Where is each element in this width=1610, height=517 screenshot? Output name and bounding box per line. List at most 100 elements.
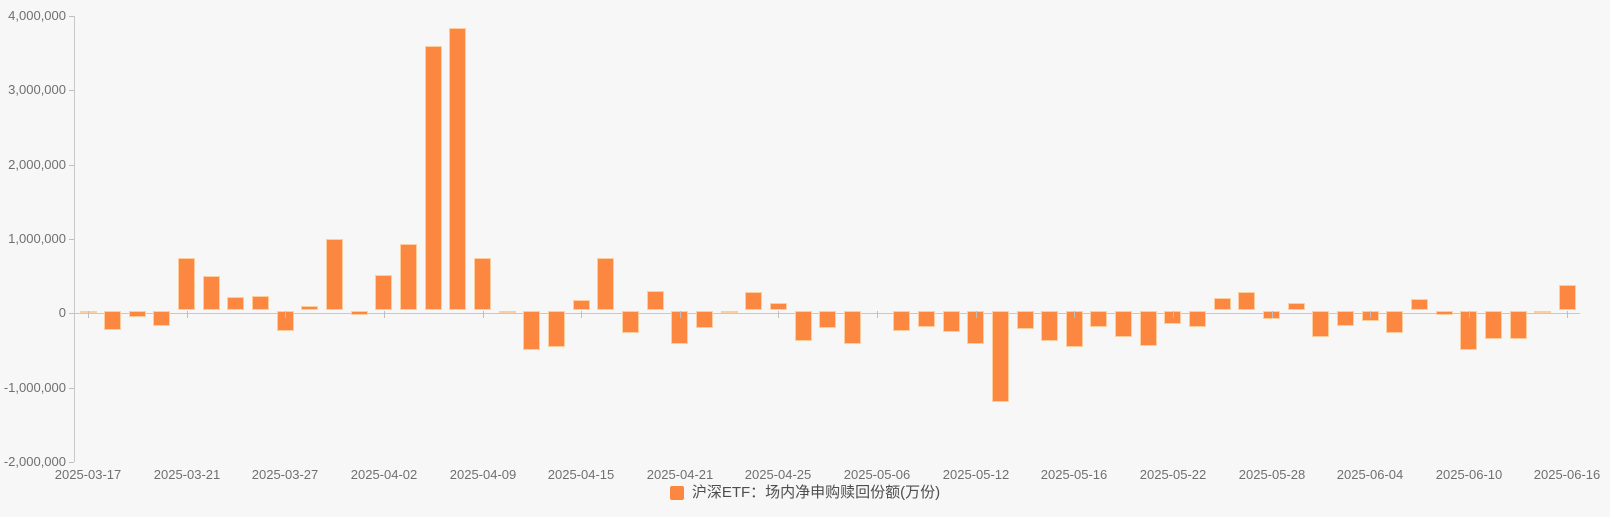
bar[interactable] xyxy=(548,311,565,347)
x-axis-tick xyxy=(1074,311,1075,318)
bar[interactable] xyxy=(819,311,836,328)
bar[interactable] xyxy=(844,311,861,344)
bar[interactable] xyxy=(375,275,392,310)
x-axis-label: 2025-04-21 xyxy=(646,467,714,482)
x-axis-label: 2025-04-09 xyxy=(449,467,517,482)
bar[interactable] xyxy=(153,311,170,326)
x-axis-tick xyxy=(1469,311,1470,318)
y-axis-tick xyxy=(69,239,74,240)
y-axis-label: 2,000,000 xyxy=(8,157,66,172)
bar[interactable] xyxy=(1386,311,1403,333)
bar[interactable] xyxy=(425,46,442,310)
bar[interactable] xyxy=(474,258,491,310)
y-axis-tick xyxy=(69,90,74,91)
bar[interactable] xyxy=(1041,311,1058,341)
bar[interactable] xyxy=(1460,311,1477,350)
bar[interactable] xyxy=(893,311,910,331)
x-axis-tick xyxy=(285,311,286,318)
bar[interactable] xyxy=(1164,311,1181,324)
x-axis-tick xyxy=(187,311,188,318)
bar[interactable] xyxy=(992,311,1009,402)
bar[interactable] xyxy=(795,311,812,341)
bar[interactable] xyxy=(1189,311,1206,327)
bar[interactable] xyxy=(671,311,688,344)
y-axis-label: 3,000,000 xyxy=(8,82,66,97)
x-axis-tick xyxy=(1173,311,1174,318)
y-axis-tick xyxy=(69,16,74,17)
y-axis-tick xyxy=(69,313,74,314)
bar[interactable] xyxy=(301,306,318,310)
bar[interactable] xyxy=(400,244,417,310)
bar[interactable] xyxy=(1214,298,1231,310)
x-axis-label: 2025-06-10 xyxy=(1435,467,1503,482)
y-axis-tick xyxy=(69,165,74,166)
bar[interactable] xyxy=(1090,311,1107,327)
x-axis-label: 2025-06-04 xyxy=(1336,467,1404,482)
bar[interactable] xyxy=(696,311,713,328)
bar[interactable] xyxy=(622,311,639,333)
x-axis-tick xyxy=(483,311,484,318)
y-axis-label: 1,000,000 xyxy=(8,231,66,246)
bar[interactable] xyxy=(449,28,466,310)
bar[interactable] xyxy=(918,311,935,327)
bar[interactable] xyxy=(1115,311,1132,337)
y-axis-label: -2,000,000 xyxy=(3,454,66,469)
bar[interactable] xyxy=(326,239,343,310)
bar[interactable] xyxy=(943,311,960,332)
x-axis-label: 2025-05-28 xyxy=(1238,467,1306,482)
bar[interactable] xyxy=(745,292,762,310)
bar[interactable] xyxy=(1337,311,1354,326)
x-axis-tick xyxy=(680,311,681,318)
x-axis-label: 2025-03-27 xyxy=(251,467,319,482)
y-axis-label: 4,000,000 xyxy=(8,8,66,23)
x-axis-label: 2025-04-25 xyxy=(744,467,812,482)
bar[interactable] xyxy=(647,291,664,310)
bar[interactable] xyxy=(1312,311,1329,337)
bar[interactable] xyxy=(1485,311,1502,339)
x-axis-label: 2025-06-16 xyxy=(1533,467,1601,482)
bar[interactable] xyxy=(1238,292,1255,310)
x-axis-label: 2025-05-06 xyxy=(843,467,911,482)
bar[interactable] xyxy=(203,276,220,310)
bar[interactable] xyxy=(967,311,984,344)
legend-label: 沪深ETF：场内净申购赎回份额(万份) xyxy=(691,484,941,501)
y-axis-label: 0 xyxy=(58,305,66,320)
x-axis-label: 2025-04-15 xyxy=(547,467,615,482)
x-axis-label: 2025-05-22 xyxy=(1139,467,1207,482)
bar[interactable] xyxy=(573,300,590,310)
bar[interactable] xyxy=(351,311,368,315)
bar[interactable] xyxy=(1559,285,1576,310)
x-axis-tick xyxy=(1370,311,1371,318)
bar[interactable] xyxy=(1263,311,1280,319)
x-axis-label: 2025-03-21 xyxy=(153,467,221,482)
bar[interactable] xyxy=(178,258,195,310)
x-axis-tick xyxy=(88,311,89,318)
x-axis-tick xyxy=(581,311,582,318)
bar[interactable] xyxy=(1140,311,1157,346)
x-axis-label: 2025-05-16 xyxy=(1040,467,1108,482)
bar[interactable] xyxy=(1017,311,1034,329)
x-axis-tick xyxy=(1272,311,1273,318)
bar[interactable] xyxy=(721,311,738,313)
bar[interactable] xyxy=(597,258,614,310)
x-axis-tick xyxy=(1567,311,1568,318)
x-axis-tick xyxy=(778,311,779,318)
bar[interactable] xyxy=(227,297,244,310)
bar[interactable] xyxy=(1411,299,1428,310)
x-axis-tick xyxy=(976,311,977,318)
x-axis-label: 2025-04-02 xyxy=(350,467,418,482)
bar[interactable] xyxy=(1510,311,1527,339)
x-axis-label: 2025-03-17 xyxy=(54,467,122,482)
bar[interactable] xyxy=(523,311,540,350)
bar[interactable] xyxy=(1288,303,1305,310)
bar[interactable] xyxy=(129,311,146,317)
bar[interactable] xyxy=(770,303,787,310)
y-axis-label: -1,000,000 xyxy=(3,380,66,395)
bar[interactable] xyxy=(1436,311,1453,315)
bar[interactable] xyxy=(252,296,269,310)
bar[interactable] xyxy=(499,311,516,313)
bar[interactable] xyxy=(104,311,121,330)
legend-item[interactable]: 沪深ETF：场内净申购赎回份额(万份) xyxy=(0,485,1610,501)
bar[interactable] xyxy=(1534,311,1551,313)
